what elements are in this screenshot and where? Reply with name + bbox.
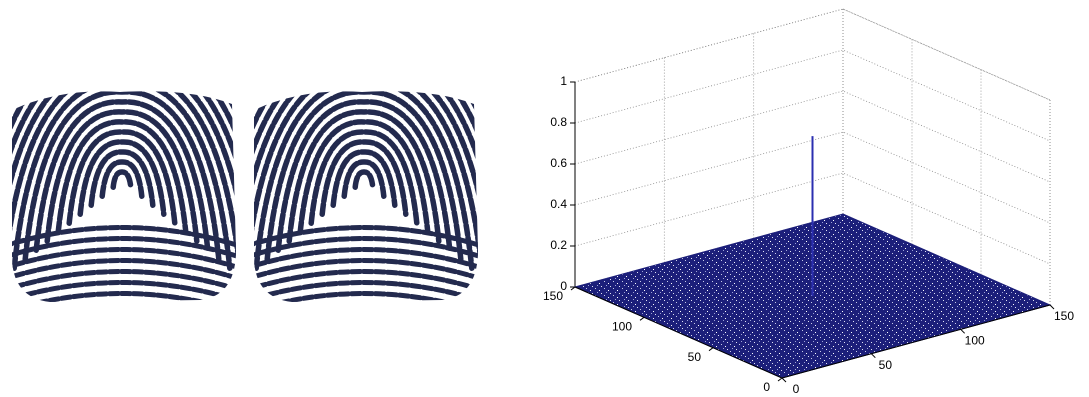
- z-tick-label: 0.2: [550, 238, 567, 252]
- x-tick: [782, 378, 786, 382]
- x-tick-label: 150: [1054, 309, 1074, 323]
- ridge: [355, 172, 373, 187]
- x-tick-label: 100: [965, 334, 985, 348]
- y-tick-label: 150: [543, 289, 563, 303]
- ridge: [0, 294, 252, 317]
- z-tick-label: 1: [560, 74, 567, 88]
- y-tick-label: 100: [612, 320, 632, 334]
- ridge: [102, 162, 142, 196]
- ridge: [234, 294, 494, 317]
- y-tick-label: 0: [763, 380, 770, 394]
- y-tick: [640, 317, 644, 320]
- y-tick-label: 50: [688, 350, 702, 364]
- fingerprint-image: [179, 12, 549, 331]
- x-tick-label: 0: [793, 382, 800, 396]
- z-tick-label: 0.6: [550, 156, 567, 170]
- z-tick-label: 0.8: [550, 115, 567, 129]
- z-tick-label: 0.4: [550, 197, 567, 211]
- figure: 00.20.40.60.81050100150050100150: [0, 0, 1089, 397]
- x-tick-label: 50: [879, 358, 893, 372]
- y-tick: [709, 348, 713, 351]
- ridge: [344, 162, 384, 196]
- grid-line: [575, 50, 1050, 141]
- ridge: [113, 172, 131, 187]
- grid-line: [575, 9, 1050, 100]
- x-tick: [871, 354, 875, 358]
- y-tick: [778, 378, 782, 381]
